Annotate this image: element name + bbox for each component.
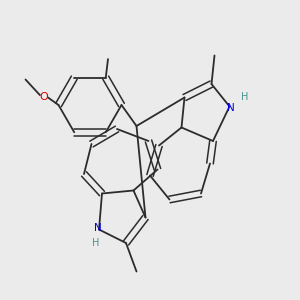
Text: H: H: [92, 238, 99, 248]
Text: H: H: [242, 92, 249, 103]
Text: N: N: [94, 223, 101, 233]
Text: N: N: [227, 103, 235, 113]
Text: O: O: [39, 92, 48, 103]
